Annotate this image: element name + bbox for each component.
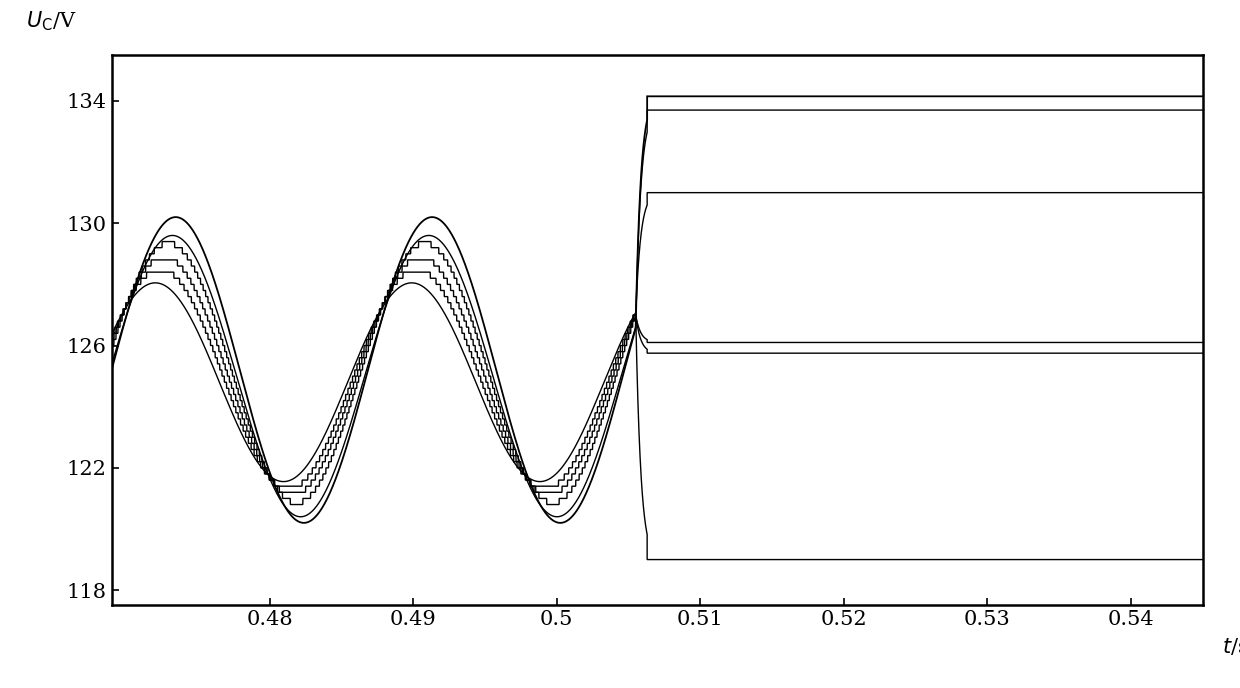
X-axis label: $\it{t}$/s: $\it{t}$/s	[1223, 636, 1240, 657]
Y-axis label: $\it{U}_\mathrm{C}$/V: $\it{U}_\mathrm{C}$/V	[26, 10, 77, 33]
